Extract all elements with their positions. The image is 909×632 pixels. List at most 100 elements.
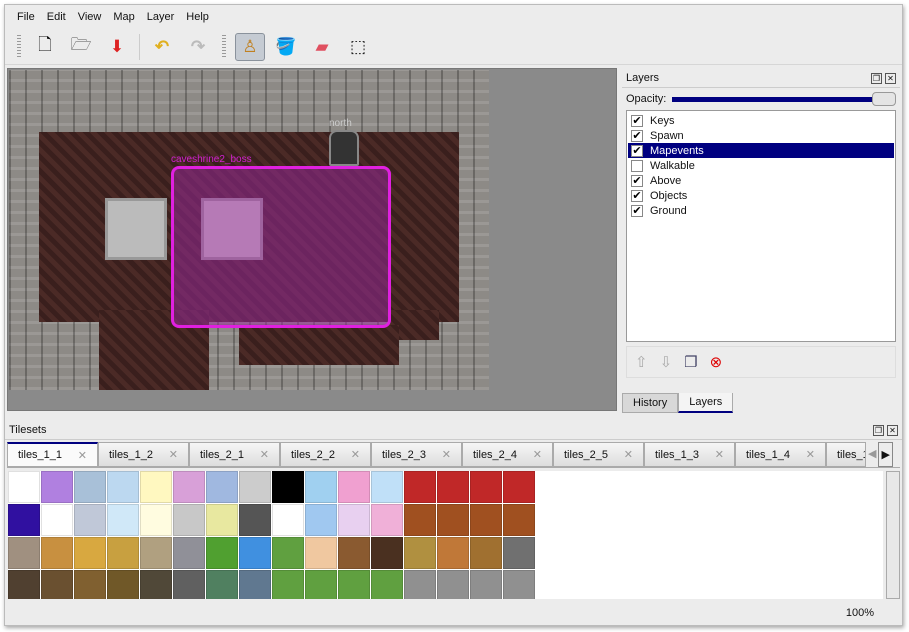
tile[interactable] [371,504,403,536]
tile[interactable] [437,570,469,599]
close-icon[interactable]: ✕ [887,424,898,436]
tile[interactable] [74,471,106,503]
new-file-icon[interactable]: 🗋 [38,35,52,54]
tile[interactable] [173,570,205,599]
tile[interactable] [239,537,271,569]
close-icon[interactable]: ✕ [885,72,896,84]
toolbar-grip[interactable] [222,34,226,59]
layer-ground[interactable]: ✔ Ground [631,204,687,217]
tile[interactable] [305,471,337,503]
tile[interactable] [206,570,238,599]
tile[interactable] [41,471,73,503]
tile[interactable] [107,537,139,569]
layer-above[interactable]: ✔ Above [631,174,682,187]
tab-layers[interactable]: Layers [678,393,734,413]
tile[interactable] [503,570,535,599]
tile[interactable] [173,537,205,569]
tile[interactable] [173,471,205,503]
layer-spawn[interactable]: ✔ Spawn [631,129,684,142]
visibility-checkbox[interactable]: ✔ [631,204,643,217]
tile[interactable] [239,504,271,536]
visibility-checkbox[interactable] [631,159,643,172]
menu-help[interactable]: Help [186,11,209,23]
tile[interactable] [74,570,106,599]
tab-tileset[interactable]: tiles_2_3 ✕ [371,442,462,467]
tile[interactable] [239,471,271,503]
tile[interactable] [470,504,502,536]
tab-tileset[interactable]: tiles_1_1 ✕ [7,442,98,467]
bucket-fill-icon[interactable]: 🪣 [275,36,297,56]
tile[interactable] [8,471,40,503]
opacity-slider[interactable] [672,91,896,106]
tile[interactable] [140,471,172,503]
redo-icon[interactable]: ↷ [190,36,206,56]
layer-walkable[interactable]: Walkable [628,158,894,173]
map-event-object[interactable] [171,166,391,328]
tile[interactable] [371,537,403,569]
open-folder-icon[interactable]: 🗁 [70,35,92,54]
tile[interactable] [404,570,436,599]
visibility-checkbox[interactable]: ✔ [631,174,643,187]
layer-objects[interactable]: ✔ Objects [631,189,688,202]
map-view[interactable]: north caveshrine2_boss [7,68,617,411]
undo-icon[interactable]: ↶ [154,36,170,56]
tab-tileset[interactable]: tiles_1_2 ✕ [98,442,189,467]
tile[interactable] [74,537,106,569]
tile[interactable] [272,570,304,599]
tile[interactable] [239,570,271,599]
tab-history[interactable]: History [622,393,679,413]
tile[interactable] [338,570,370,599]
visibility-checkbox[interactable]: ✔ [631,114,643,127]
close-tab-icon[interactable]: ✕ [168,449,178,461]
tile[interactable] [371,471,403,503]
tile[interactable] [107,504,139,536]
tile[interactable] [503,504,535,536]
tab-tileset[interactable]: tiles_2_2 ✕ [280,442,371,467]
tile[interactable] [41,537,73,569]
tile[interactable] [305,570,337,599]
layer-keys[interactable]: ✔ Keys [631,114,675,127]
close-tab-icon[interactable]: ✕ [623,449,633,461]
tileset-scrollbar[interactable] [886,471,900,599]
remove-layer-icon[interactable]: ⊗ [709,354,723,371]
tile[interactable] [140,570,172,599]
close-tab-icon[interactable]: ✕ [77,449,87,462]
float-icon[interactable]: ❐ [873,424,884,436]
tile[interactable] [404,504,436,536]
visibility-checkbox[interactable]: ✔ [631,129,643,142]
tile[interactable] [140,537,172,569]
tile[interactable] [41,570,73,599]
tile[interactable] [41,504,73,536]
tile[interactable] [470,537,502,569]
menu-map[interactable]: Map [113,11,135,23]
scroll-tabs-right-icon[interactable]: ▶ [878,442,893,467]
eraser-icon[interactable]: ▰ [315,36,329,56]
tile[interactable] [272,504,304,536]
tab-tileset[interactable]: tiles_1_4 ✕ [735,442,826,467]
stamp-brush-icon[interactable]: ♙ [235,32,265,61]
tileset-grid[interactable] [8,471,883,599]
tile[interactable] [305,504,337,536]
save-icon[interactable]: ⬇ [109,36,125,56]
menu-file[interactable]: File [17,11,35,23]
tile[interactable] [338,504,370,536]
tab-tileset[interactable]: tiles_2_4 ✕ [462,442,553,467]
close-tab-icon[interactable]: ✕ [441,449,451,461]
tile[interactable] [206,471,238,503]
tile[interactable] [470,570,502,599]
tab-tileset[interactable]: tiles_1_ [826,442,866,467]
tile[interactable] [404,471,436,503]
move-layer-up-icon[interactable]: ⇧ [635,354,648,371]
move-layer-down-icon[interactable]: ⇩ [659,354,673,371]
tile[interactable] [503,537,535,569]
tab-tileset[interactable]: tiles_2_5 ✕ [553,442,644,467]
close-tab-icon[interactable]: ✕ [714,449,724,461]
visibility-checkbox[interactable]: ✔ [631,189,643,202]
float-icon[interactable]: ❐ [871,72,882,84]
tile[interactable] [437,537,469,569]
menu-layer[interactable]: Layer [146,11,175,23]
layer-mapevents[interactable]: ✔ Mapevents [628,143,894,158]
close-tab-icon[interactable]: ✕ [532,449,542,461]
tile[interactable] [272,537,304,569]
tile[interactable] [8,537,40,569]
